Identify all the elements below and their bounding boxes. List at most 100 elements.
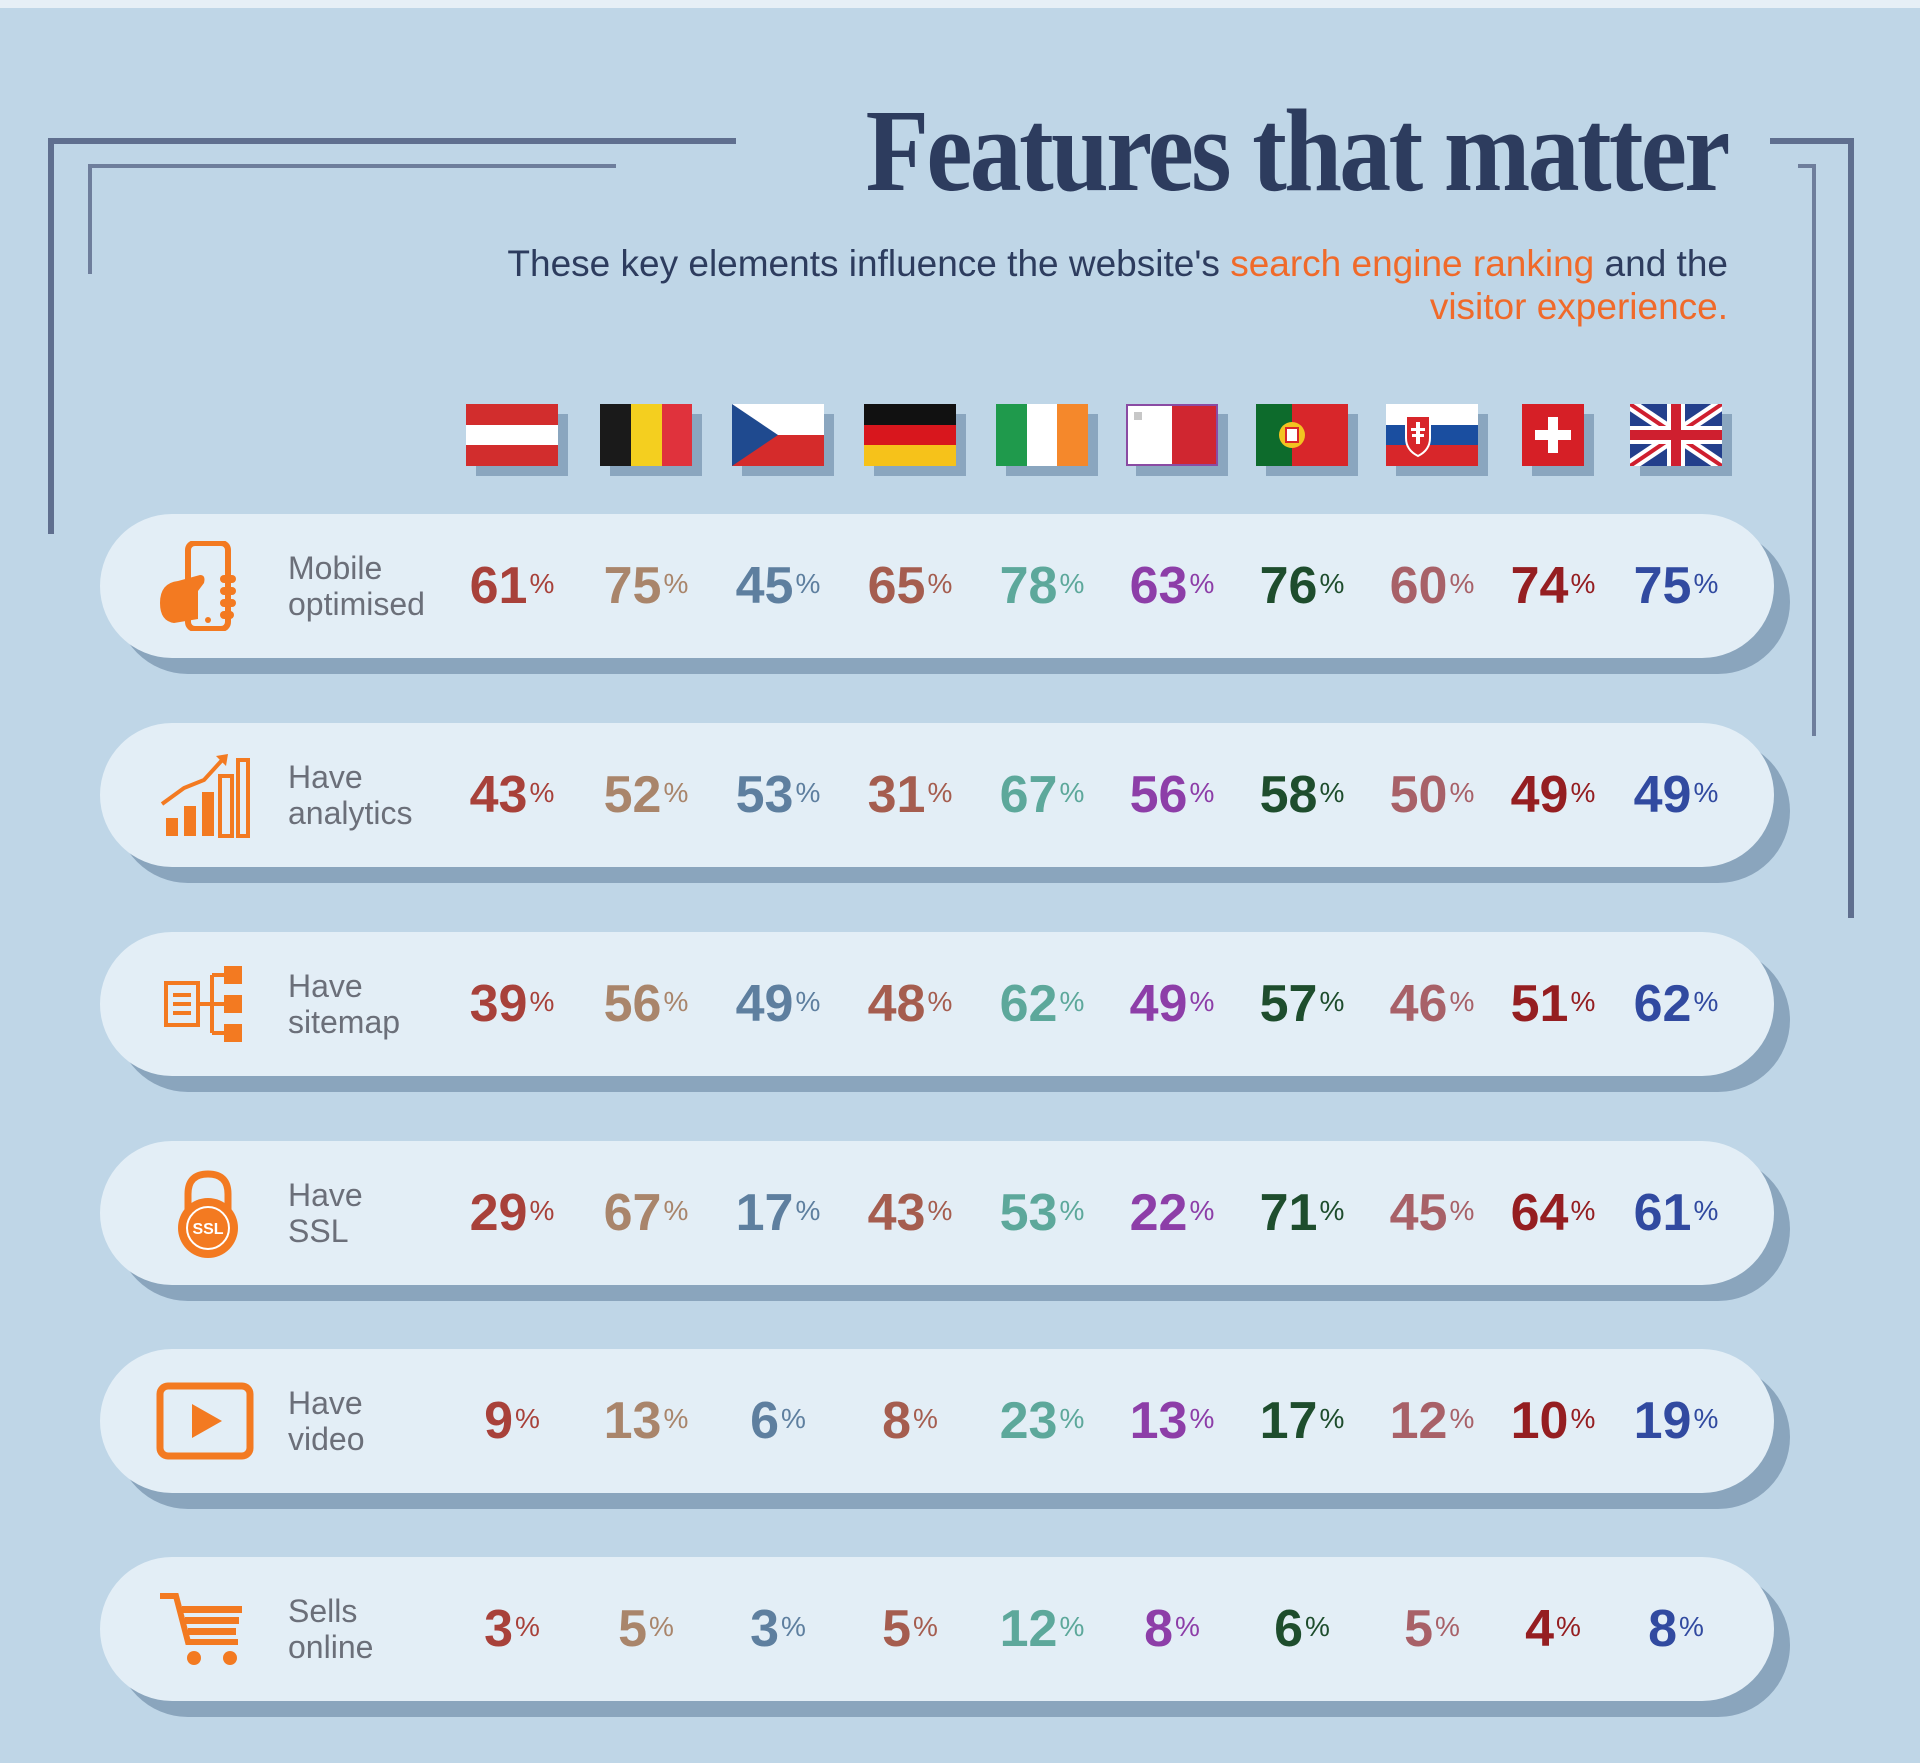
top-border [0, 0, 1920, 8]
percent-sign: % [1319, 1403, 1345, 1434]
percent-sign: % [663, 986, 689, 1017]
row-have-sitemap: Have sitemap 39% 56% 49% 48% 62% 49% 57% 46% 51%… [100, 932, 1790, 1092]
uk-flag [1630, 404, 1722, 466]
row-have-video: Have video 9% 13% 6% 8% 23% 13% 17% 12% 10% 19% [100, 1349, 1790, 1509]
value-cell: 12% [1377, 1395, 1487, 1447]
value-cell: 57% [1247, 978, 1357, 1030]
percent-sign: % [1319, 568, 1345, 599]
percent-sign: % [1693, 568, 1719, 599]
percent-sign: % [927, 777, 953, 808]
percent-sign: % [781, 1611, 806, 1642]
percent-sign: % [1693, 1195, 1719, 1226]
percent-sign: % [1449, 986, 1475, 1017]
row-label: Have video [288, 1385, 468, 1457]
switzerland-flag [1522, 404, 1584, 466]
value-cell: 17% [723, 1187, 833, 1239]
value-number: 75 [603, 557, 662, 615]
value-cell: 65% [855, 560, 965, 612]
value-number: 56 [603, 975, 662, 1033]
row-label-line-1: Have [288, 968, 363, 1004]
value-number: 8 [882, 1392, 911, 1450]
percent-sign: % [781, 1403, 806, 1434]
percent-sign: % [1319, 986, 1345, 1017]
value-number: 50 [1389, 766, 1448, 824]
page-subtitle: These key elements influence the website… [328, 242, 1728, 328]
row-label: Have SSL [288, 1177, 468, 1249]
percent-sign: % [1570, 1195, 1596, 1226]
value-number: 53 [735, 766, 794, 824]
page-title: Features that matter [865, 85, 1731, 216]
frame-outer-left-top [48, 138, 736, 144]
value-cell: 13% [591, 1395, 701, 1447]
row-label: Mobile optimised [288, 550, 468, 622]
czech-flag [732, 404, 824, 466]
value-number: 45 [735, 557, 794, 615]
value-cell: 58% [1247, 769, 1357, 821]
value-cell: 49% [1621, 769, 1731, 821]
row-label: Sells online [288, 1593, 468, 1665]
value-cell: 5% [1377, 1603, 1487, 1655]
row-pill: Have video 9% 13% 6% 8% 23% 13% 17% 12% 10% 19% [100, 1349, 1774, 1493]
value-cell: 29% [457, 1187, 567, 1239]
value-cell: 71% [1247, 1187, 1357, 1239]
value-cell: 9% [457, 1395, 567, 1447]
value-cell: 48% [855, 978, 965, 1030]
percent-sign: % [1435, 1611, 1460, 1642]
frame-inner-left-vertical [88, 164, 92, 274]
value-number: 60 [1389, 557, 1448, 615]
belgium-flag [600, 404, 692, 466]
percent-sign: % [529, 986, 555, 1017]
value-cell: 50% [1377, 769, 1487, 821]
percent-sign: % [795, 777, 821, 808]
percent-sign: % [1189, 1403, 1215, 1434]
subtitle-text-2: and the [1594, 243, 1728, 284]
value-number: 43 [867, 1184, 926, 1242]
value-cell: 63% [1117, 560, 1227, 612]
value-cell: 76% [1247, 560, 1357, 612]
value-number: 67 [603, 1184, 662, 1242]
value-cell: 49% [723, 978, 833, 1030]
value-number: 5 [1404, 1600, 1433, 1658]
value-number: 58 [1259, 766, 1318, 824]
row-have-analytics: Have analytics 43% 52% 53% 31% 67% 56% 58% 50% 4… [100, 723, 1790, 883]
value-number: 63 [1129, 557, 1188, 615]
percent-sign: % [1059, 1611, 1085, 1642]
frame-outer-left-vertical [48, 138, 54, 534]
percent-sign: % [1189, 777, 1215, 808]
row-mobile-optimised: Mobile optimised 61% 75% 45% 65% 78% 63% 76% 60… [100, 514, 1790, 674]
percent-sign: % [1059, 777, 1085, 808]
value-number: 48 [867, 975, 926, 1033]
row-have-ssl: SSL Have SSL 29% 67% 17% 43% 53% 22% 71% 45% 64%… [100, 1141, 1790, 1301]
value-cell: 62% [1621, 978, 1731, 1030]
value-cell: 5% [855, 1603, 965, 1655]
percent-sign: % [927, 568, 953, 599]
value-cell: 78% [987, 560, 1097, 612]
percent-sign: % [1449, 568, 1475, 599]
value-cell: 75% [591, 560, 701, 612]
value-cell: 61% [457, 560, 567, 612]
value-cell: 51% [1498, 978, 1608, 1030]
percent-sign: % [1059, 568, 1085, 599]
value-number: 8 [1648, 1600, 1677, 1658]
percent-sign: % [1059, 1403, 1085, 1434]
value-number: 3 [750, 1600, 779, 1658]
value-number: 46 [1389, 975, 1448, 1033]
value-cell: 8% [1621, 1603, 1731, 1655]
video-play-icon [156, 1382, 254, 1460]
value-cell: 22% [1117, 1187, 1227, 1239]
value-number: 5 [618, 1600, 647, 1658]
percent-sign: % [1319, 1195, 1345, 1226]
value-cell: 56% [591, 978, 701, 1030]
austria-flag [466, 404, 558, 466]
percent-sign: % [663, 777, 689, 808]
percent-sign: % [1570, 1403, 1596, 1434]
value-cell: 19% [1621, 1395, 1731, 1447]
value-cell: 52% [591, 769, 701, 821]
percent-sign: % [1449, 1195, 1475, 1226]
value-number: 62 [999, 975, 1058, 1033]
value-number: 13 [603, 1392, 662, 1450]
value-cell: 61% [1621, 1187, 1731, 1239]
value-cell: 74% [1498, 560, 1608, 612]
row-label-line-2: SSL [288, 1213, 349, 1249]
value-cell: 23% [987, 1395, 1097, 1447]
